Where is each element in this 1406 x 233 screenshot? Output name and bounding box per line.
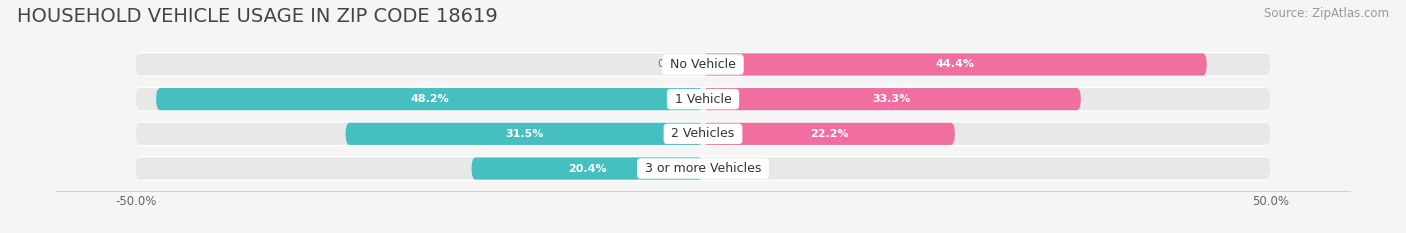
FancyBboxPatch shape <box>703 88 1081 110</box>
FancyBboxPatch shape <box>703 53 1206 75</box>
FancyBboxPatch shape <box>135 123 1271 145</box>
Text: 48.2%: 48.2% <box>411 94 449 104</box>
Text: 0.0%: 0.0% <box>720 164 748 174</box>
Text: 3 or more Vehicles: 3 or more Vehicles <box>641 162 765 175</box>
Text: 0.0%: 0.0% <box>658 59 686 69</box>
Text: 31.5%: 31.5% <box>505 129 544 139</box>
FancyBboxPatch shape <box>703 123 955 145</box>
FancyBboxPatch shape <box>135 156 1271 181</box>
FancyBboxPatch shape <box>471 158 703 180</box>
FancyBboxPatch shape <box>135 87 1271 112</box>
Text: 2 Vehicles: 2 Vehicles <box>668 127 738 140</box>
Text: HOUSEHOLD VEHICLE USAGE IN ZIP CODE 18619: HOUSEHOLD VEHICLE USAGE IN ZIP CODE 1861… <box>17 7 498 26</box>
Text: 1 Vehicle: 1 Vehicle <box>671 93 735 106</box>
FancyBboxPatch shape <box>135 53 1271 75</box>
Text: Source: ZipAtlas.com: Source: ZipAtlas.com <box>1264 7 1389 20</box>
Text: 33.3%: 33.3% <box>873 94 911 104</box>
Text: 22.2%: 22.2% <box>810 129 848 139</box>
Text: 20.4%: 20.4% <box>568 164 606 174</box>
Text: 44.4%: 44.4% <box>935 59 974 69</box>
FancyBboxPatch shape <box>346 123 703 145</box>
FancyBboxPatch shape <box>156 88 703 110</box>
FancyBboxPatch shape <box>135 121 1271 146</box>
FancyBboxPatch shape <box>135 88 1271 110</box>
Text: No Vehicle: No Vehicle <box>666 58 740 71</box>
FancyBboxPatch shape <box>135 52 1271 77</box>
FancyBboxPatch shape <box>135 158 1271 180</box>
